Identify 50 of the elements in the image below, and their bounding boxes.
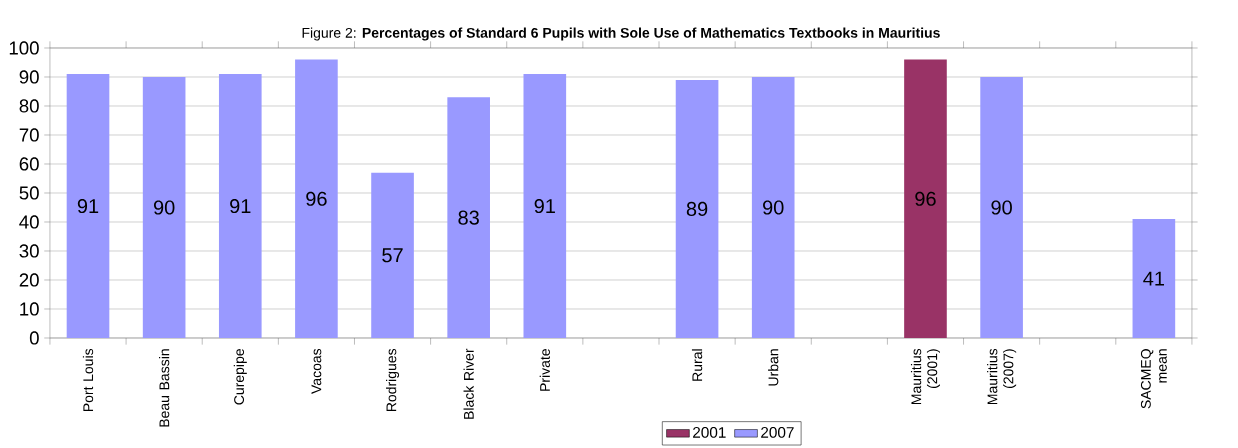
- y-tick-label: 80: [19, 99, 39, 113]
- bar: [447, 97, 490, 338]
- data-label: 91: [534, 198, 555, 214]
- x-tick-label: Vacoas: [311, 348, 322, 394]
- data-label: 91: [77, 198, 99, 214]
- y-tick-label: 20: [19, 273, 39, 287]
- x-tick-label: Private: [539, 349, 550, 391]
- data-label: 90: [991, 200, 1012, 215]
- y-tick-label: 60: [19, 157, 39, 171]
- y-tick-label: 90: [19, 70, 39, 84]
- data-label: 89: [686, 201, 708, 217]
- data-label: 96: [915, 191, 936, 206]
- y-tick-label: 40: [19, 215, 39, 229]
- legend-label: 2001: [693, 426, 726, 438]
- bar: [371, 172, 414, 338]
- x-tick-label: Black River: [463, 348, 474, 419]
- x-tick-label: Urban: [768, 349, 779, 386]
- data-label: 90: [153, 200, 175, 215]
- bar: [904, 59, 947, 338]
- y-tick-label: 30: [19, 244, 39, 258]
- bar: [980, 76, 1023, 338]
- bar: [142, 76, 186, 338]
- y-tick-label: 10: [20, 302, 39, 316]
- bar: [295, 59, 338, 338]
- bar: [675, 79, 719, 338]
- x-tick-label: Port Louis: [82, 348, 94, 412]
- data-label: 57: [382, 248, 403, 263]
- bar: [218, 74, 262, 338]
- x-tick-label: Rodrigues: [386, 348, 400, 412]
- x-tick-label: Beau Bassin: [159, 349, 170, 427]
- y-tick-label: 100: [9, 41, 39, 55]
- bar: [523, 74, 567, 338]
- y-tick-label: 0: [29, 331, 39, 345]
- x-tick-label: SACMEQ mean: [1140, 349, 1167, 409]
- legend-label: 2007: [761, 426, 794, 438]
- y-tick-label: 50: [19, 186, 39, 200]
- data-label: 41: [1143, 271, 1165, 286]
- data-label: 90: [763, 200, 784, 215]
- bar: [1132, 219, 1176, 338]
- x-tick-label: Mauritius (2007): [987, 348, 1017, 405]
- x-tick-label: Curepipe: [233, 349, 247, 405]
- x-tick-label: Rural: [691, 349, 703, 381]
- data-label: 96: [306, 191, 327, 206]
- bar: [66, 74, 110, 338]
- x-tick-label: Mauritius (2001): [910, 348, 940, 405]
- bar: [751, 76, 795, 338]
- chart-title: Figure 2: Percentages of Standard 6 Pupils with Sole Use of Mathematics Textbooks in Mauritius: [302, 27, 940, 41]
- data-label: 91: [230, 198, 251, 214]
- data-label: 83: [458, 210, 479, 225]
- y-tick-label: 70: [19, 128, 39, 142]
